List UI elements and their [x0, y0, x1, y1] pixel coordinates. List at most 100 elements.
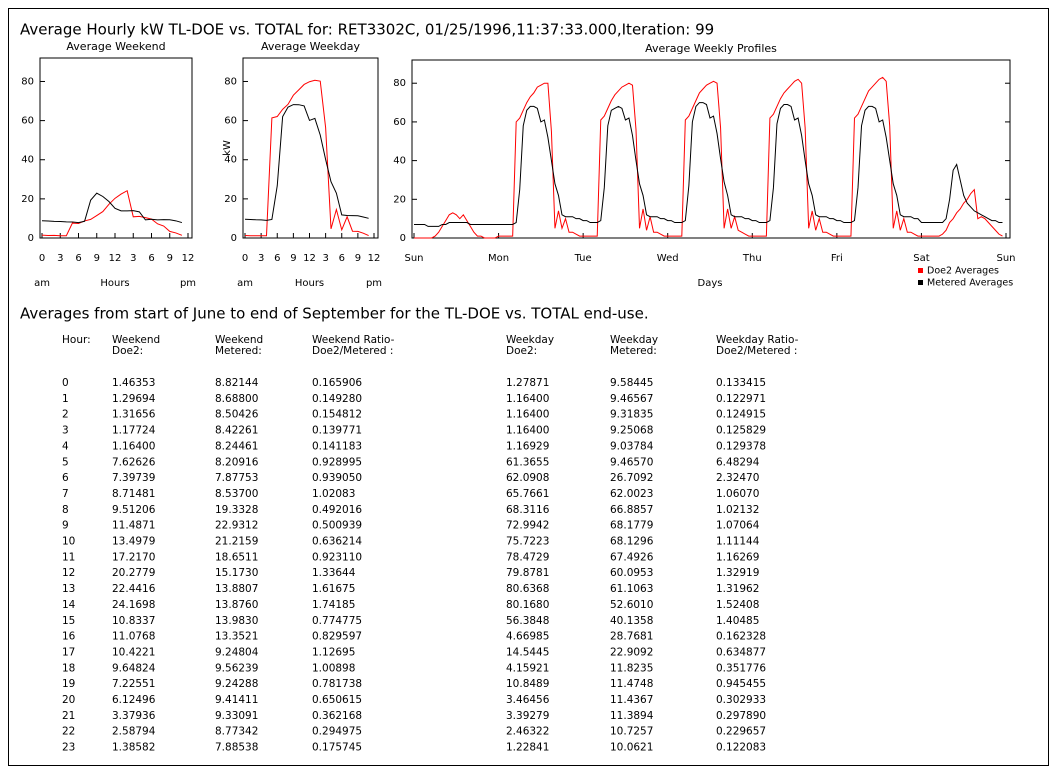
x-axis-start: am: [237, 278, 253, 289]
table-cell: 1.29694: [112, 393, 156, 405]
chart-title: Average Weekly Profiles: [645, 42, 777, 55]
table-cell: 16: [62, 631, 76, 643]
x-tick-label: 6: [274, 253, 280, 264]
table-cell: 0.162328: [716, 631, 766, 643]
table-cell: 1.31962: [716, 583, 759, 595]
table-cell: 19.3328: [215, 504, 258, 516]
table-cell: 0.829597: [312, 631, 362, 643]
table-cell: 1.12695: [312, 646, 355, 658]
y-tick-label: 80: [21, 76, 34, 87]
x-tick-label: 6: [148, 253, 154, 264]
x-tick-label: 12: [182, 253, 195, 264]
y-tick-label: 60: [224, 116, 237, 127]
x-tick-label: Mon: [488, 253, 509, 264]
table-cell: 13: [62, 583, 75, 595]
table-cell: 20: [62, 694, 75, 706]
table-cell: 72.9942: [506, 520, 549, 532]
table-cell: 68.1296: [610, 536, 654, 548]
table-cell: 0.294975: [312, 726, 362, 738]
table-cell: 9: [62, 520, 69, 532]
table-cell: 11.3894: [610, 710, 654, 722]
table-cell: 13.8760: [215, 599, 258, 611]
y-tick-label: 80: [393, 78, 406, 89]
table-cell: 15.1730: [215, 567, 258, 579]
y-tick-label: 20: [224, 194, 237, 205]
table-cell: 9.46567: [610, 393, 653, 405]
legend-label: Doe2 Averages: [927, 266, 999, 277]
x-tick-label: 0: [242, 253, 248, 264]
table-cell: 0: [62, 377, 69, 389]
table-cell: 0.122971: [716, 393, 766, 405]
column-header: Weekday: [610, 334, 658, 346]
table-cell: 1.16269: [716, 551, 759, 563]
x-tick-label: Sun: [404, 253, 423, 264]
table-cell: 0.939050: [312, 472, 362, 484]
x-tick-label: Thu: [742, 253, 762, 264]
table-cell: 79.8781: [506, 567, 549, 579]
x-axis-label: Days: [698, 278, 723, 289]
plot-frame: [242, 57, 379, 239]
table-cell: 8.20916: [215, 456, 259, 468]
table-cell: 1.61675: [312, 583, 355, 595]
table-cell: 2: [62, 409, 69, 421]
x-tick-label: 9: [167, 253, 173, 264]
table-cell: 68.1779: [610, 520, 653, 532]
table-cell: 12: [62, 567, 75, 579]
table-cell: 18: [62, 662, 75, 674]
table-cell: 8.68800: [215, 393, 258, 405]
x-tick-label: 0: [39, 253, 45, 264]
table-cell: 10.7257: [610, 726, 653, 738]
table-cell: 52.6010: [610, 599, 653, 611]
table-cell: 61.1063: [610, 583, 653, 595]
x-tick-label: Sat: [913, 253, 929, 264]
table-cell: 61.3655: [506, 456, 549, 468]
y-axis-label: kW: [222, 140, 233, 156]
x-axis-label: Hours: [295, 278, 324, 289]
table-cell: 10.8337: [112, 615, 155, 627]
column-header: Doe2/Metered :: [716, 345, 797, 357]
series-line: [414, 76, 1003, 239]
table-cell: 0.500939: [312, 520, 362, 532]
x-axis-label: Hours: [100, 278, 129, 289]
series-line: [414, 102, 1003, 227]
x-tick-label: 6: [339, 253, 345, 264]
x-axis-end: pm: [366, 278, 382, 289]
table-cell: 1.52408: [716, 599, 759, 611]
table-cell: 10: [62, 536, 75, 548]
table-cell: 0.133415: [716, 377, 766, 389]
table-cell: 0.154812: [312, 409, 362, 421]
column-header: Weekend: [215, 334, 263, 346]
y-tick-label: 40: [224, 155, 237, 166]
table-cell: 20.2779: [112, 567, 155, 579]
table-cell: 0.149280: [312, 393, 362, 405]
table-cell: 14.5445: [506, 646, 549, 658]
table-cell: 8.24461: [215, 440, 258, 452]
table-cell: 67.4926: [610, 551, 654, 563]
table-cell: 7: [62, 488, 69, 500]
x-tick-label: 9: [290, 253, 296, 264]
table-cell: 18.6511: [215, 551, 258, 563]
table-cell: 1.16400: [506, 393, 549, 405]
y-tick-label: 60: [393, 117, 406, 128]
table-cell: 13.3521: [215, 631, 258, 643]
table-cell: 7.22551: [112, 678, 155, 690]
table-cell: 9.03784: [610, 440, 654, 452]
x-axis-start: am: [34, 278, 50, 289]
table-cell: 6.12496: [112, 694, 156, 706]
y-tick-label: 20: [21, 194, 34, 205]
chart-title: Average Weekend: [66, 40, 165, 53]
table-cell: 10.8489: [506, 678, 549, 690]
table-cell: 21: [62, 710, 75, 722]
table-cell: 0.129378: [716, 440, 766, 452]
y-tick-label: 20: [393, 194, 406, 205]
column-header: Hour:: [62, 334, 91, 346]
table-cell: 17.2170: [112, 551, 155, 563]
table-cell: 19: [62, 678, 75, 690]
table-cell: 1.00898: [312, 662, 355, 674]
x-tick-label: 3: [322, 253, 328, 264]
table-cell: 66.8857: [610, 504, 653, 516]
series-line: [41, 189, 183, 237]
table-cell: 0.636214: [312, 536, 362, 548]
table-cell: 10.4221: [112, 646, 155, 658]
table-cell: 0.125829: [716, 425, 766, 437]
